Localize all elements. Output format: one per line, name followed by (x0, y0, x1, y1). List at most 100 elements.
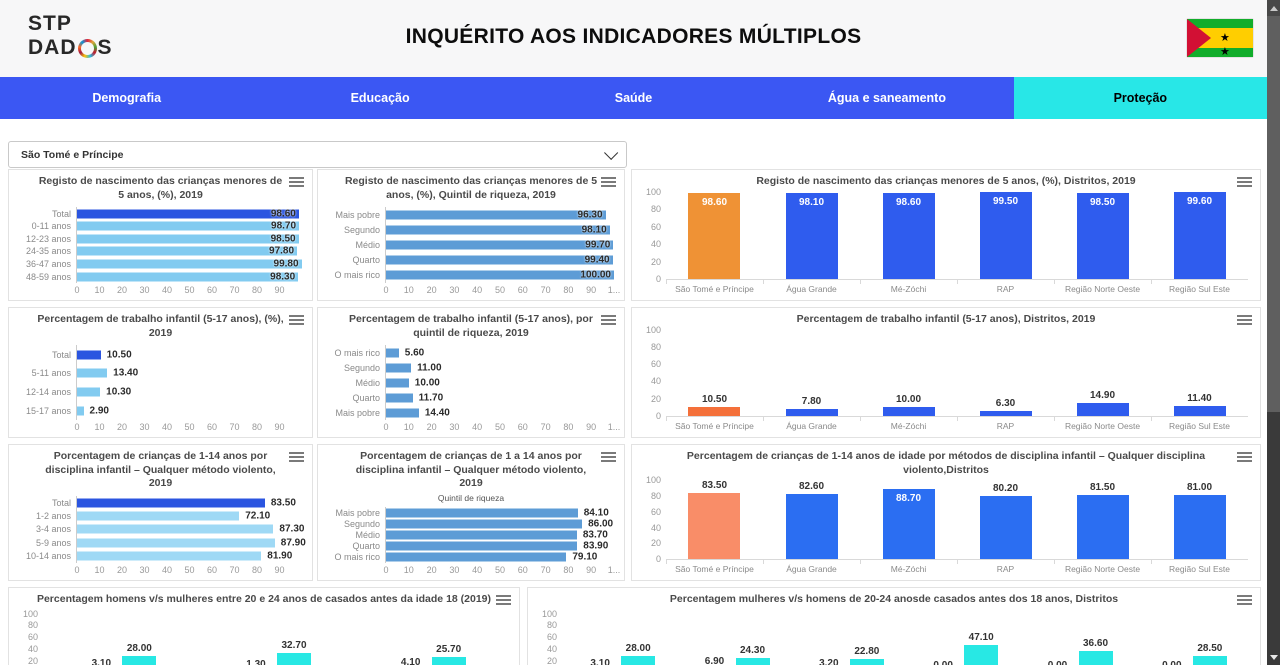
bar[interactable] (386, 541, 578, 551)
bar[interactable] (386, 519, 583, 529)
bar[interactable] (386, 270, 614, 280)
bar[interactable] (1173, 192, 1226, 279)
bar[interactable] (386, 363, 412, 373)
bar[interactable] (77, 511, 240, 521)
bar[interactable] (882, 489, 935, 559)
value-label: 79.10 (572, 551, 598, 563)
bar[interactable] (882, 407, 935, 416)
value-label: 13.40 (113, 367, 139, 379)
bar[interactable] (386, 378, 409, 388)
scrollbar-down-icon[interactable] (1267, 649, 1280, 665)
bar[interactable] (621, 656, 656, 665)
bar[interactable] (882, 192, 935, 279)
stp-dados-logo[interactable]: STP DAD S (28, 12, 113, 60)
bar[interactable] (785, 193, 838, 279)
scrollbar-up-icon[interactable] (1267, 0, 1280, 16)
chart-card-child-labour-districts: Percentagem de trabalho infantil (5-17 a… (631, 307, 1261, 438)
bar[interactable] (77, 350, 101, 360)
bar[interactable] (386, 508, 578, 518)
bar[interactable] (77, 538, 275, 548)
bar[interactable] (1173, 406, 1226, 416)
bar-area: 11.70 (385, 390, 614, 406)
x-tick-label: 10 (403, 565, 414, 575)
bar[interactable] (849, 659, 884, 665)
bar[interactable] (386, 240, 614, 250)
value-label: 100.00 (580, 269, 611, 281)
chart-menu-icon[interactable] (1237, 452, 1252, 464)
chart-menu-icon[interactable] (601, 452, 616, 464)
y-tick-label: 20 (27, 655, 38, 665)
bar[interactable] (77, 387, 101, 397)
bar[interactable] (979, 410, 1032, 416)
scrollbar-thumb[interactable] (1267, 16, 1280, 412)
bar[interactable] (979, 192, 1032, 279)
bar[interactable] (77, 272, 299, 282)
bar[interactable] (1173, 495, 1226, 559)
bar[interactable] (964, 644, 999, 665)
chart-menu-icon[interactable] (601, 315, 616, 327)
chart-row: 5-9 anos 87.90 (19, 536, 306, 550)
bar[interactable] (77, 259, 302, 269)
bar[interactable] (77, 246, 298, 256)
bar[interactable] (386, 225, 610, 235)
chart-menu-icon[interactable] (289, 315, 304, 327)
chart-menu-icon[interactable] (289, 452, 304, 464)
bar[interactable] (386, 255, 613, 265)
category-label: Água Grande (763, 280, 860, 297)
bar[interactable] (688, 493, 741, 559)
bar[interactable] (1076, 192, 1129, 279)
chart-menu-icon[interactable] (1237, 315, 1252, 327)
chart-menu-icon[interactable] (1237, 595, 1252, 607)
bar[interactable] (785, 409, 838, 416)
tab-saude[interactable]: Saúde (614, 91, 653, 105)
value-label: 82.60 (798, 480, 825, 492)
chart-menu-icon[interactable] (1237, 177, 1252, 189)
bar[interactable] (386, 552, 567, 562)
category-label: São Tomé e Príncipe (666, 417, 763, 434)
bar[interactable] (1192, 655, 1227, 665)
bar[interactable] (386, 408, 419, 417)
vertical-scrollbar[interactable] (1267, 0, 1280, 665)
x-tick-label: 60 (517, 565, 528, 575)
region-select[interactable]: São Tomé e Príncipe (8, 141, 627, 168)
bar[interactable] (688, 192, 741, 279)
tab-educacao[interactable]: Educação (350, 91, 410, 105)
bar[interactable] (386, 530, 577, 540)
x-tick-label: 50 (184, 565, 195, 575)
bar[interactable] (386, 210, 606, 220)
bar[interactable] (1078, 651, 1113, 665)
bar[interactable] (77, 524, 274, 534)
bar[interactable] (77, 406, 84, 416)
bar[interactable] (77, 221, 300, 231)
bar[interactable] (77, 551, 262, 561)
chart-menu-icon[interactable] (601, 177, 616, 189)
bar[interactable] (77, 234, 299, 244)
bar[interactable] (386, 393, 413, 403)
category-label: Mais pobre (335, 209, 380, 220)
bar[interactable] (785, 493, 838, 559)
tab-agua-saneamento[interactable]: Água e saneamento (827, 91, 946, 105)
chart-menu-icon[interactable] (289, 177, 304, 189)
category-label: 12-14 anos (25, 387, 71, 397)
tab-protecao[interactable]: Proteção (1013, 77, 1268, 119)
y-tick-label: 40 (650, 239, 661, 250)
bar[interactable] (122, 656, 157, 665)
bar[interactable] (386, 348, 399, 358)
bar[interactable] (735, 658, 770, 665)
chart-row: Quarto 99.40 (328, 252, 614, 268)
bar[interactable] (77, 498, 265, 508)
chart-row: 0-11 anos 98.70 (19, 219, 302, 233)
bar[interactable] (77, 368, 108, 378)
bar[interactable] (1076, 494, 1129, 559)
bar[interactable] (431, 657, 466, 665)
chart-card-discipline-districts: Percentagem de crianças de 1-14 anos de … (631, 444, 1261, 581)
tab-demografia[interactable]: Demografia (92, 91, 162, 105)
bar[interactable] (688, 406, 741, 416)
bar[interactable] (1076, 403, 1129, 416)
bar[interactable] (77, 209, 299, 219)
category-label: Quarto (352, 255, 380, 266)
chart-title: Porcentagem de crianças de 1-14 anos por… (45, 450, 276, 490)
bar[interactable] (979, 495, 1032, 559)
bar[interactable] (277, 653, 311, 665)
chart-menu-icon[interactable] (496, 595, 511, 607)
